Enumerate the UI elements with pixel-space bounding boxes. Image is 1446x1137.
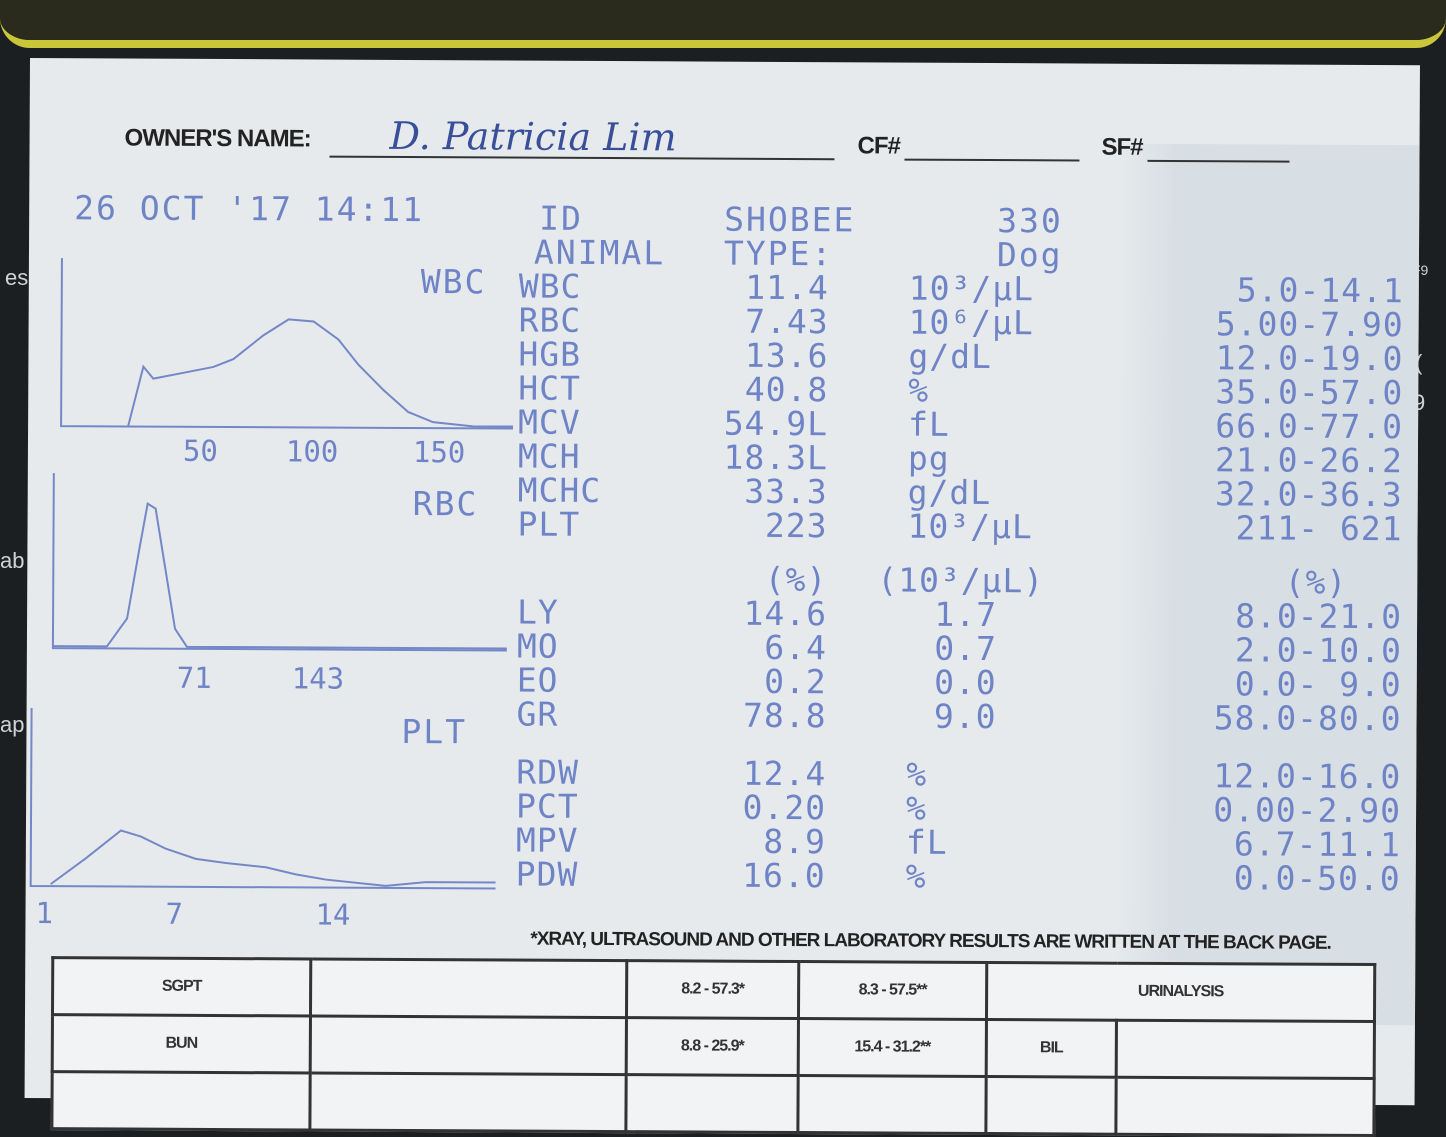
diff-abs: 9.0 <box>906 697 996 736</box>
table-row-sgpt: SGPT 8.2 - 57.3* 8.3 - 57.5** URINALYSIS <box>52 958 1374 1022</box>
result-name: PLT <box>517 505 580 544</box>
lab-report-sheet: OWNER'S NAME: D. Patricia Lim CF# SF# 26… <box>25 58 1420 1105</box>
reference-range-2: 8.3 - 57.5** <box>798 962 986 1020</box>
test-result <box>310 959 626 1018</box>
test-result <box>310 1016 626 1075</box>
empty-cell <box>798 1076 986 1134</box>
empty-cell <box>1116 1077 1374 1135</box>
empty-cell <box>986 1077 1116 1135</box>
footnote: *XRAY, ULTRASOUND AND OTHER LABORATORY R… <box>530 929 1331 955</box>
keyboard-key-caps: ap <box>0 712 24 738</box>
wbc-tick-100: 100 <box>286 434 339 468</box>
empty-cell <box>310 1073 626 1132</box>
test-name: SGPT <box>52 958 310 1016</box>
rbc-histogram <box>47 468 508 660</box>
table-row-bun: BUN 8.8 - 25.9* 15.4 - 31.2** BIL <box>52 1015 1374 1079</box>
index-unit: % <box>906 857 927 896</box>
test-name: BUN <box>52 1015 310 1073</box>
wbc-tick-50: 50 <box>183 434 218 468</box>
reference-range-1: 8.2 - 57.3* <box>626 961 798 1019</box>
urinalysis-bil-value <box>1116 1020 1374 1078</box>
owner-label: OWNER'S NAME: <box>125 124 311 153</box>
rbc-tick-143: 143 <box>292 661 345 695</box>
empty-cell <box>52 1072 310 1130</box>
urinalysis-bil-label: BIL <box>986 1020 1116 1078</box>
diff-pct: 78.8 <box>716 696 826 736</box>
keyboard-key-tab: ab <box>0 548 24 574</box>
cf-line <box>904 159 1079 162</box>
result-unit: 10³/µL <box>907 507 1032 547</box>
rbc-tick-71: 71 <box>177 661 212 695</box>
urinalysis-header: URINALYSIS <box>986 963 1374 1022</box>
table-row-empty <box>52 1072 1374 1136</box>
result-range: 211- 621 <box>1137 508 1402 548</box>
reference-range-1: 8.8 - 25.9* <box>626 1018 798 1076</box>
owner-name-handwritten: D. Patricia Lim <box>389 114 676 160</box>
wbc-histogram <box>53 248 514 440</box>
background-object <box>0 0 1446 48</box>
sf-label: SF# <box>1101 134 1142 162</box>
plt-histogram <box>26 698 497 890</box>
plt-tick-7: 7 <box>165 897 183 931</box>
reference-range-2: 15.4 - 31.2** <box>798 1019 986 1077</box>
result-value: 223 <box>717 506 827 546</box>
cf-label: CF# <box>857 132 899 160</box>
diff-name: GR <box>516 695 558 734</box>
plt-tick-1: 1 <box>35 896 53 930</box>
wbc-tick-150: 150 <box>413 435 466 469</box>
lab-results-table: SGPT 8.2 - 57.3* 8.3 - 57.5** URINALYSIS… <box>50 956 1376 1137</box>
index-name: PDW <box>516 855 579 894</box>
diff-range: 58.0-80.0 <box>1136 698 1401 738</box>
plt-tick-14: 14 <box>315 898 350 932</box>
empty-cell <box>626 1075 798 1133</box>
index-range: 0.0-50.0 <box>1136 858 1401 898</box>
index-value: 16.0 <box>716 856 826 896</box>
print-datetime: 26 OCT '17 14:11 <box>74 188 424 229</box>
